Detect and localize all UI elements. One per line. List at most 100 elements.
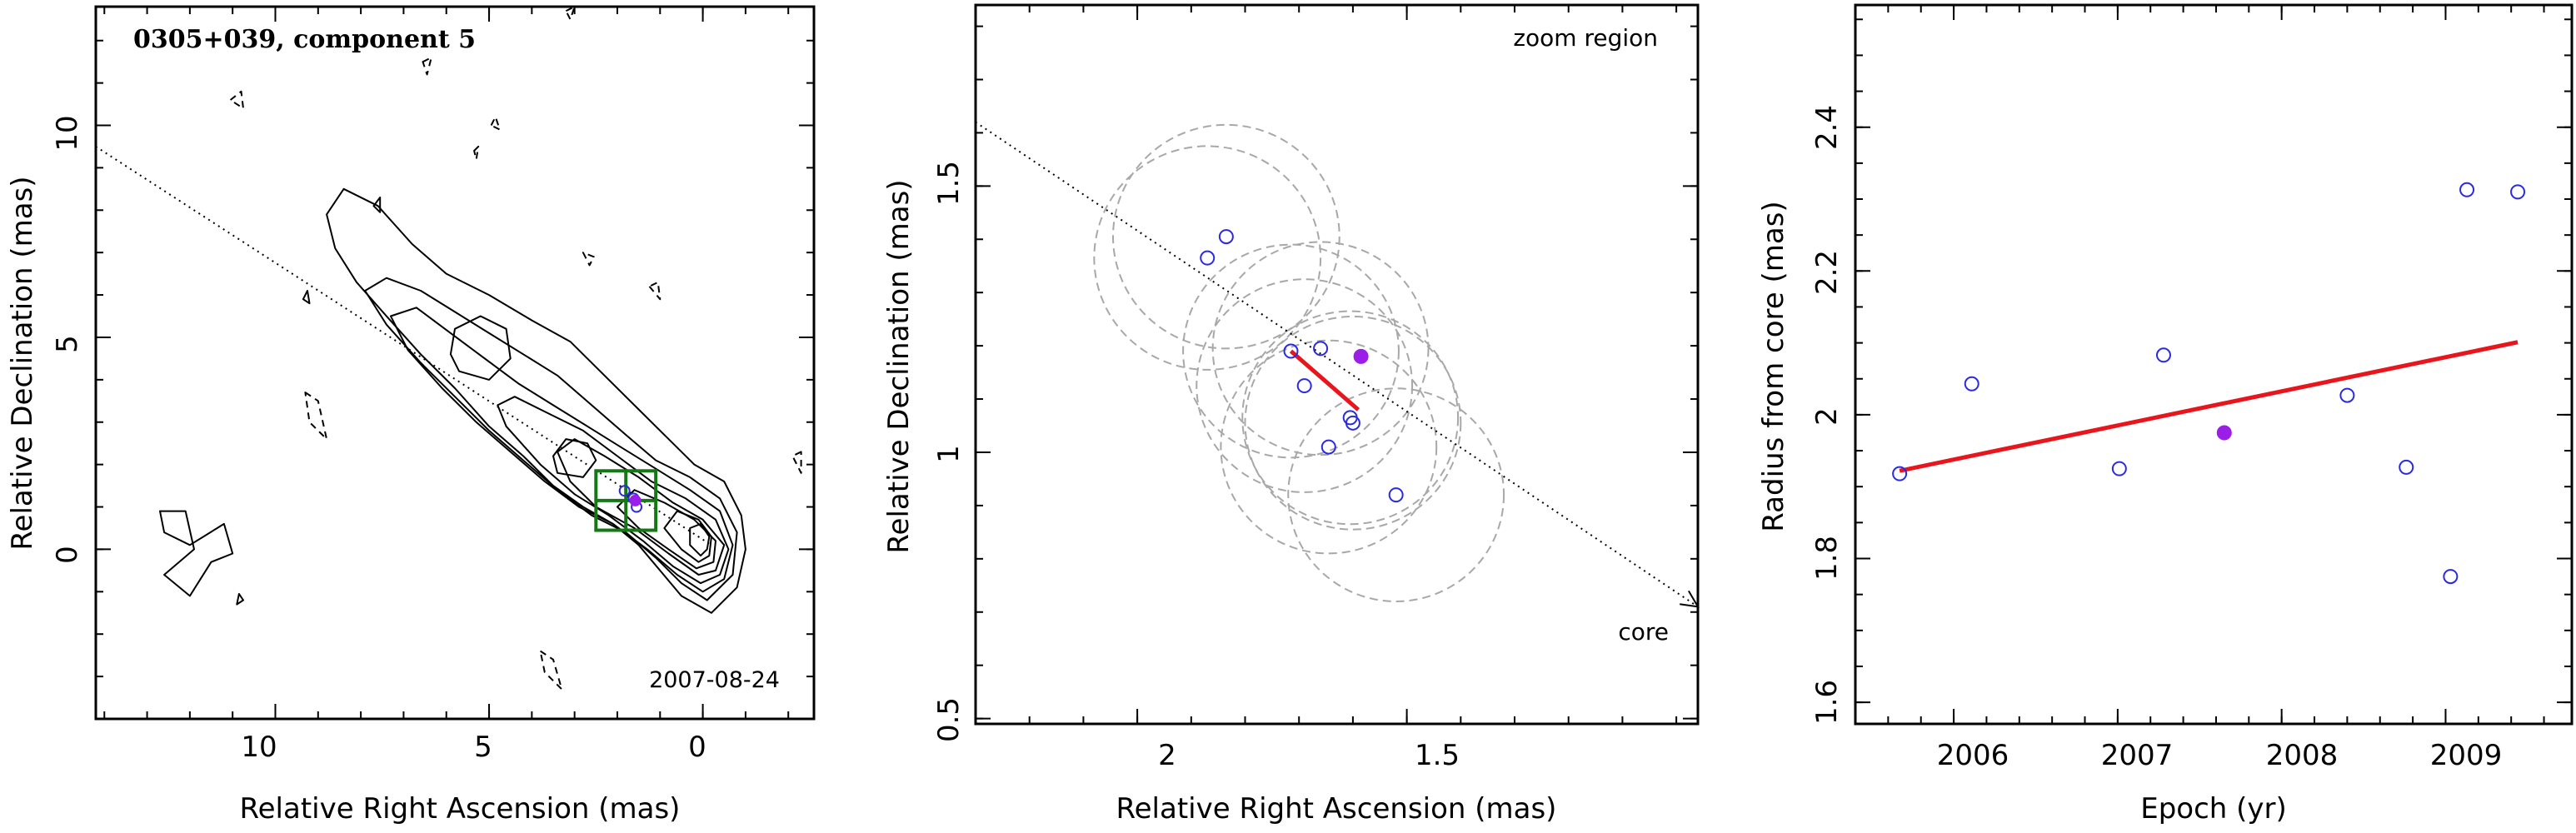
negative-contour [648, 281, 661, 301]
axis-ticks [1855, 5, 2572, 724]
jet-axis-line [95, 146, 712, 546]
component-positions [618, 485, 643, 513]
contour-line [689, 522, 711, 557]
arrow-head [1680, 590, 1700, 608]
y-axis-label: Relative Declination (mas) [6, 176, 39, 550]
axis-ticks [976, 5, 1698, 724]
x-tick-label: 2 [1158, 739, 1176, 772]
y-tick-label: 1.5 [932, 161, 966, 206]
negative-contour [422, 57, 432, 76]
radius-marker [2399, 459, 2414, 475]
contour-line [617, 489, 716, 570]
x-axis-label: Relative Right Ascension (mas) [240, 792, 681, 826]
contour-lines [159, 6, 802, 691]
negative-contour [582, 252, 595, 267]
contour-line [663, 510, 712, 563]
y-tick-label: 0.5 [932, 697, 966, 742]
error-circle [1196, 278, 1414, 493]
y-tick-label: 2.2 [1810, 250, 1844, 295]
radius-marker [2339, 387, 2355, 403]
y-tick-label: 1.8 [1810, 536, 1844, 581]
component-marker [1388, 487, 1404, 503]
contour-line [390, 307, 734, 593]
mean-position-marker [1353, 348, 1369, 364]
error-circle [1093, 145, 1322, 371]
y-tick-label: 10 [51, 115, 84, 151]
x-tick-label: 0 [688, 731, 706, 764]
negative-contour [791, 451, 802, 474]
contour-line [497, 396, 730, 585]
negative-contour [565, 6, 576, 21]
x-tick-label: 2008 [2266, 739, 2339, 772]
radius-marker [1892, 466, 1908, 481]
fit-line [1899, 340, 2519, 473]
component-positions [1200, 229, 1404, 503]
jet-axis-line [975, 121, 1700, 608]
error-circle [1244, 315, 1462, 531]
zoom-region-label: zoom region [1513, 24, 1658, 52]
radius-marker [2155, 347, 2171, 363]
component-marker [1296, 378, 1312, 394]
mean-position-marker [2216, 425, 2232, 441]
y-tick-label: 2 [1810, 407, 1844, 426]
error-circles [1093, 123, 1505, 602]
component-marker [1313, 341, 1329, 357]
plot-frame [974, 3, 1700, 726]
radius-marker [2443, 569, 2459, 585]
negative-contour [304, 392, 328, 441]
zoom-region-box [594, 469, 658, 532]
negative-contour [473, 145, 480, 161]
linear-fit-line [1899, 340, 2519, 473]
radius-marker [1964, 376, 1979, 392]
motion-vector [1289, 349, 1360, 412]
y-tick-label: 5 [51, 335, 84, 353]
contour-line [326, 187, 746, 614]
trajectory-line [1289, 349, 1360, 412]
error-circle [1211, 241, 1430, 456]
radius-vs-epoch-panel: 2006 2007 2008 2009 1.6 1.8 2 2.2 2.4 Ep… [1757, 3, 2574, 826]
negative-contour [539, 650, 563, 691]
contour-line [159, 510, 234, 597]
jet-axis-dotted-line [975, 121, 1699, 608]
plot-frame [94, 5, 816, 721]
radius-marker [2111, 461, 2127, 476]
y-tick-label: 0 [51, 546, 84, 564]
contour-line [364, 277, 738, 601]
x-tick-label: 2007 [2101, 739, 2174, 772]
contour-line [552, 438, 597, 478]
x-axis-label: Epoch (yr) [2140, 792, 2287, 826]
x-tick-label: 10 [241, 731, 277, 764]
contour-line [236, 592, 244, 606]
radius-points [1892, 182, 2526, 585]
contour-map-panel: 0305+039, component 5 2007-08-24 10 5 0 … [6, 5, 816, 826]
zoom-region-panel: zoom region core 2 1.5 0.5 1 1.5 Relativ… [882, 3, 1700, 826]
contour-line [372, 197, 382, 213]
y-tick-label: 2.4 [1810, 105, 1844, 150]
core-label: core [1618, 618, 1669, 646]
radius-marker [2459, 182, 2475, 197]
error-circle [1287, 387, 1505, 602]
radius-marker [2510, 184, 2526, 200]
x-tick-label: 2006 [1937, 739, 2009, 772]
error-circle [1182, 243, 1400, 459]
component-marker [618, 485, 631, 497]
component-marker [1283, 343, 1299, 359]
component-marker [1320, 439, 1336, 455]
contour-line [302, 290, 311, 305]
error-circle [1111, 123, 1340, 350]
x-tick-label: 2009 [2430, 739, 2503, 772]
error-circle [1220, 339, 1438, 555]
y-axis-label: Radius from core (mas) [1757, 201, 1790, 531]
x-tick-label: 5 [474, 731, 492, 764]
y-axis-label: Relative Declination (mas) [882, 179, 916, 553]
y-tick-label: 1.6 [1810, 680, 1844, 725]
error-circle [1241, 310, 1460, 526]
mean-position-marker [629, 494, 642, 506]
x-axis-label: Relative Right Ascension (mas) [1116, 792, 1557, 826]
component-marker [1218, 229, 1234, 245]
negative-contour [229, 90, 244, 110]
epoch-annotation: 2007-08-24 [649, 667, 780, 693]
negative-contour [490, 116, 501, 131]
component-marker [1200, 250, 1216, 266]
